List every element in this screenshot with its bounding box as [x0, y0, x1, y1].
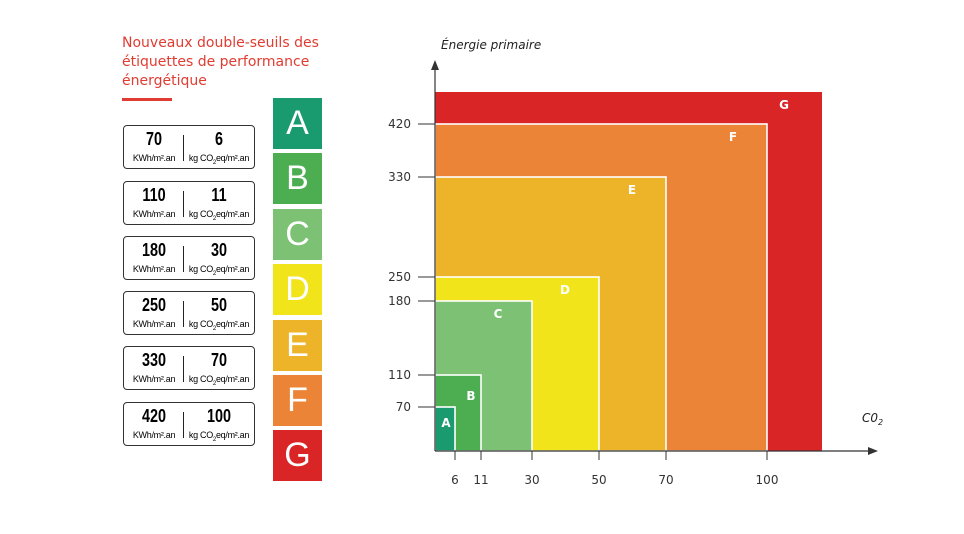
class-badge-c: C	[273, 209, 322, 260]
energy-unit: KWh/m².an	[132, 153, 176, 163]
class-badge-d: D	[273, 264, 322, 315]
zone-label-d: D	[560, 283, 570, 297]
x-tick-label: 70	[658, 473, 673, 487]
energy-cell: 330 KWh/m².an	[124, 347, 184, 385]
co2-unit: kg CO2eq/m².an	[188, 374, 250, 387]
y-axis-label: Énergie primaire	[441, 37, 541, 52]
co2-cell: 70 kg CO2eq/m².an	[185, 347, 253, 390]
divider	[183, 301, 184, 327]
zone-label-c: C	[494, 307, 503, 321]
co2-cell: 30 kg CO2eq/m².an	[185, 237, 253, 280]
energy-value: 110	[142, 185, 166, 205]
divider	[183, 356, 184, 382]
co2-value: 11	[211, 185, 227, 205]
co2-value: 30	[210, 240, 228, 260]
y-tick-label: 180	[388, 294, 411, 308]
energy-unit: KWh/m².an	[132, 374, 176, 384]
co2-value: 50	[210, 295, 228, 315]
energy-cell: 420 KWh/m².an	[124, 403, 184, 441]
zone-label-f: F	[729, 130, 737, 144]
y-tick-label: 420	[388, 117, 411, 131]
divider	[183, 191, 184, 217]
co2-cell: 100 kg CO2eq/m².an	[185, 403, 253, 446]
x-tick-label: 11	[473, 473, 488, 487]
divider	[183, 412, 184, 438]
class-badge-e: E	[273, 320, 322, 371]
energy-unit: KWh/m².an	[132, 430, 176, 440]
co2-cell: 6 kg CO2eq/m².an	[185, 126, 253, 169]
co2-value: 6	[214, 129, 223, 149]
energy-value: 180	[141, 240, 167, 260]
x-axis-label: C02	[862, 411, 883, 427]
energy-unit: KWh/m².an	[132, 264, 176, 274]
x-axis-label-subscript: 2	[878, 418, 883, 427]
co2-unit: kg CO2eq/m².an	[188, 153, 250, 166]
co2-value: 70	[210, 350, 228, 370]
class-badge-g: G	[273, 430, 322, 481]
energy-unit: KWh/m².an	[132, 209, 176, 219]
divider	[183, 135, 184, 161]
threshold-box: 70 KWh/m².an 6 kg CO2eq/m².an	[123, 125, 255, 169]
x-axis-arrow	[868, 447, 878, 455]
y-tick-label: 250	[388, 270, 411, 284]
energy-cell: 180 KWh/m².an	[124, 237, 184, 275]
co2-cell: 11 kg CO2eq/m².an	[185, 182, 253, 225]
energy-cell: 70 KWh/m².an	[124, 126, 184, 164]
zone-label-a: A	[441, 416, 451, 430]
title-underline	[122, 98, 172, 101]
energy-value: 250	[141, 295, 167, 315]
class-badge-a: A	[273, 98, 322, 149]
zone-label-g: G	[779, 98, 789, 112]
energy-value: 70	[145, 129, 163, 149]
zone-label-e: E	[628, 183, 636, 197]
co2-unit: kg CO2eq/m².an	[188, 319, 250, 332]
energy-cell: 110 KWh/m².an	[124, 182, 184, 220]
x-tick-label: 30	[524, 473, 539, 487]
class-badge-b: B	[273, 153, 322, 204]
co2-unit: kg CO2eq/m².an	[188, 209, 250, 222]
x-tick-label: 100	[756, 473, 779, 487]
page-title: Nouveaux double-seuils des étiquettes de…	[122, 35, 319, 89]
x-tick-label: 6	[451, 473, 459, 487]
divider	[183, 246, 184, 272]
y-tick-label: 110	[388, 368, 411, 382]
zone-label-b: B	[466, 389, 475, 403]
energy-value: 330	[141, 350, 167, 370]
co2-cell: 50 kg CO2eq/m².an	[185, 292, 253, 335]
x-tick-label: 50	[591, 473, 606, 487]
y-axis-arrow	[431, 60, 439, 70]
y-tick-label: 330	[388, 170, 411, 184]
class-badge-f: F	[273, 375, 322, 426]
co2-value: 100	[206, 406, 232, 426]
co2-unit: kg CO2eq/m².an	[188, 430, 250, 443]
energy-unit: KWh/m².an	[132, 319, 176, 329]
y-tick-label: 70	[396, 400, 411, 414]
co2-unit: kg CO2eq/m².an	[188, 264, 250, 277]
threshold-box: 250 KWh/m².an 50 kg CO2eq/m².an	[123, 291, 255, 335]
threshold-box: 110 KWh/m².an 11 kg CO2eq/m².an	[123, 181, 255, 225]
threshold-box: 330 KWh/m².an 70 kg CO2eq/m².an	[123, 346, 255, 390]
threshold-box: 420 KWh/m².an 100 kg CO2eq/m².an	[123, 402, 255, 446]
threshold-box: 180 KWh/m².an 30 kg CO2eq/m².an	[123, 236, 255, 280]
energy-value: 420	[141, 406, 167, 426]
energy-cell: 250 KWh/m².an	[124, 292, 184, 330]
